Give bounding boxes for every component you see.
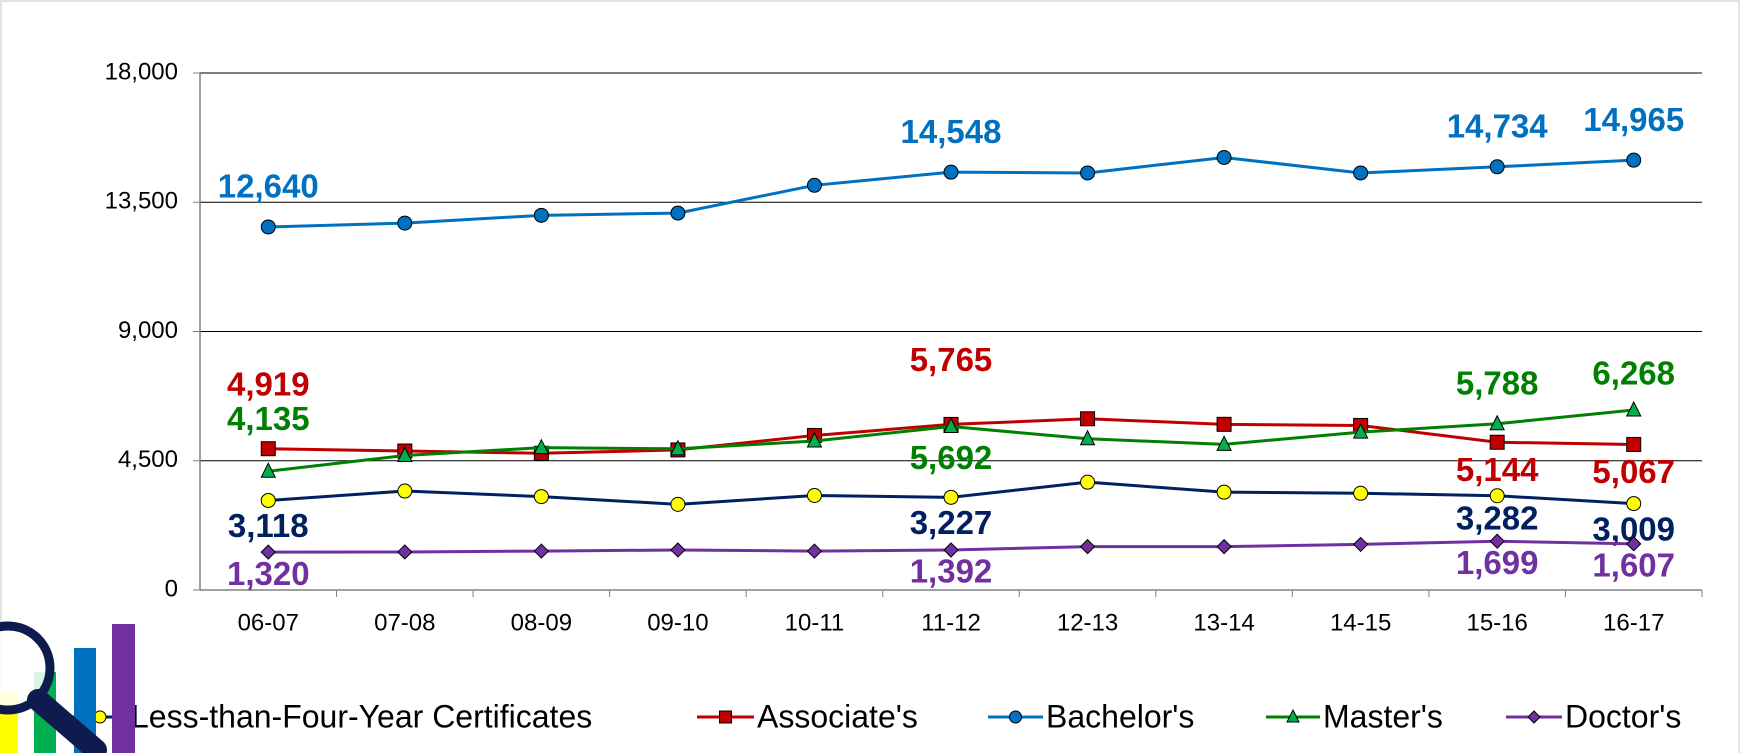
- point: [260, 462, 277, 478]
- point: [806, 543, 823, 559]
- point: [1489, 159, 1505, 175]
- point: [1216, 416, 1232, 432]
- data-label: 14,965: [1583, 101, 1684, 138]
- x-tick-label: 14-15: [1330, 609, 1391, 636]
- legend-marker: [1009, 710, 1022, 724]
- point: [533, 438, 550, 455]
- x-tick-label: 10-11: [785, 609, 845, 636]
- point: [670, 439, 686, 456]
- data-label: 5,788: [1456, 364, 1539, 401]
- x-tick-label: 12-13: [1057, 609, 1118, 636]
- point: [806, 431, 823, 448]
- point: [1079, 429, 1096, 446]
- point: [1352, 422, 1369, 439]
- point: [943, 164, 959, 180]
- x-tick-label: 08-09: [511, 609, 572, 636]
- point: [397, 544, 413, 560]
- point: [1080, 165, 1096, 181]
- point: [1216, 435, 1232, 451]
- y-tick-label: 18,000: [105, 58, 178, 85]
- legend-label: Less-than-Four-Year Certificates: [131, 698, 592, 734]
- point: [260, 219, 276, 235]
- data-label: 4,135: [227, 400, 310, 437]
- data-label: 5,067: [1592, 453, 1675, 490]
- y-tick-label: 4,500: [118, 446, 178, 473]
- point: [1353, 485, 1369, 501]
- point: [1353, 165, 1369, 181]
- y-tick-label: 13,500: [105, 188, 178, 215]
- data-label: 1,699: [1456, 544, 1539, 581]
- data-label: 5,765: [910, 341, 993, 378]
- point: [1626, 436, 1642, 452]
- data-label: 14,734: [1447, 108, 1549, 145]
- logo: [0, 621, 135, 753]
- point: [397, 483, 413, 499]
- plot-area: 0 4,500 9,000 13,500 18,000 06-07 07-08 08-09 09…: [105, 58, 1703, 636]
- point: [1489, 533, 1505, 549]
- legend-marker: [1527, 710, 1541, 724]
- data-label: 4,919: [227, 365, 310, 402]
- x-tick-label: 11-12: [921, 609, 981, 636]
- legend-label: Doctor's: [1565, 698, 1681, 734]
- x-tick-label: 06-07: [238, 609, 299, 636]
- point: [397, 215, 413, 231]
- data-label: 5,692: [910, 439, 993, 476]
- point: [1625, 400, 1642, 417]
- point: [533, 489, 549, 505]
- data-label: 14,548: [901, 113, 1002, 150]
- point: [1080, 411, 1096, 427]
- point: [1352, 536, 1369, 553]
- point: [260, 544, 276, 560]
- point: [1216, 150, 1232, 166]
- point: [670, 205, 686, 221]
- x-tick-label: 15-16: [1466, 609, 1527, 636]
- point: [260, 492, 276, 508]
- data-label: 1,392: [910, 553, 993, 590]
- x-tick-label: 16-17: [1603, 609, 1664, 636]
- point: [397, 446, 413, 462]
- data-label: 12,640: [218, 168, 319, 205]
- point: [1216, 538, 1232, 555]
- point: [1080, 474, 1096, 490]
- legend-label: Master's: [1323, 698, 1443, 734]
- point: [806, 177, 822, 193]
- data-label: 1,320: [227, 555, 310, 592]
- y-tick-label: 9,000: [118, 317, 178, 344]
- y-tick-label: 0: [165, 575, 178, 602]
- point: [533, 207, 549, 223]
- point: [943, 542, 959, 558]
- x-tick-label: 09-10: [647, 609, 708, 636]
- data-label: 1,607: [1592, 547, 1675, 584]
- point: [806, 488, 822, 504]
- point: [1489, 414, 1505, 431]
- legend-marker: [1286, 708, 1300, 723]
- point: [670, 496, 686, 512]
- point: [1626, 496, 1642, 512]
- point: [1626, 536, 1642, 552]
- x-tick-label: 13-14: [1193, 609, 1254, 636]
- point: [943, 489, 959, 505]
- legend-marker: [719, 710, 732, 724]
- point: [1489, 434, 1505, 450]
- point: [943, 417, 959, 434]
- point: [1079, 538, 1096, 555]
- point: [1216, 484, 1232, 500]
- data-label: 3,282: [1456, 499, 1539, 536]
- point: [1489, 488, 1505, 504]
- data-label: 3,118: [228, 507, 309, 544]
- x-tick-label: 07-08: [374, 609, 435, 636]
- legend-label: Bachelor's: [1046, 698, 1194, 734]
- data-label: 3,227: [910, 504, 993, 541]
- point: [670, 542, 686, 558]
- legend: Less-than-Four-Year Certificates Associat…: [72, 698, 1681, 734]
- point: [1626, 152, 1642, 168]
- point: [533, 543, 550, 559]
- data-label: 5,144: [1456, 451, 1539, 488]
- data-label: 6,268: [1592, 355, 1675, 392]
- point: [260, 441, 276, 457]
- legend-label: Associate's: [757, 698, 918, 734]
